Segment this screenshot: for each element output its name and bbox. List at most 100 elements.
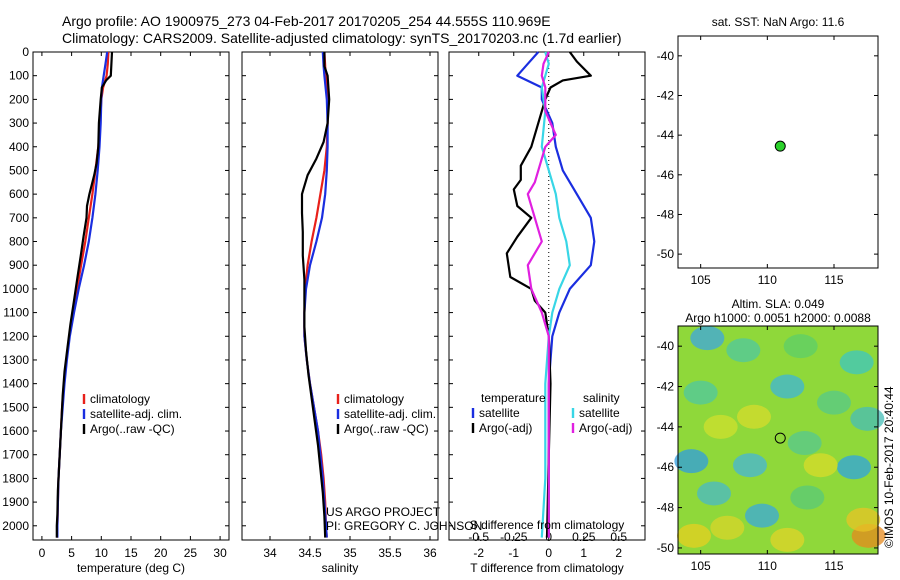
x-tick-label: 115 <box>824 559 843 573</box>
sla-blob <box>846 507 881 532</box>
y-tick-label: -50 <box>657 541 675 555</box>
y-tick-label: 400 <box>9 140 29 154</box>
pi-credit: PI: GREGORY C. JOHNSON <box>326 519 482 533</box>
legend-label: satellite <box>479 406 520 420</box>
map-subtitle: Argo h1000: 0.0051 h2000: 0.0088 <box>685 311 871 325</box>
x-tick-label: 20 <box>154 546 168 560</box>
y-tick-label: -48 <box>657 207 675 221</box>
y-tick-label: 200 <box>9 92 29 106</box>
x-tick-label: 5 <box>68 546 75 560</box>
plot-frame <box>241 51 439 541</box>
argo-position-marker <box>774 432 786 444</box>
y-tick-label: 100 <box>9 69 29 83</box>
x-tick-label: 35 <box>343 546 357 560</box>
sla-blob <box>677 523 711 548</box>
legend-label: climatology <box>90 392 150 406</box>
y-tick-label: 1100 <box>3 306 29 320</box>
x-tick-label: 34 <box>263 546 277 560</box>
legend-title-temperature: temperature <box>481 391 546 405</box>
legend-label: climatology <box>344 392 404 406</box>
sla-blob <box>733 453 767 478</box>
legend-label: satellite <box>579 406 620 420</box>
x-tick-label: 10 <box>95 546 109 560</box>
x-tick-label: 35.5 <box>378 546 402 560</box>
x-tick-label: -2 <box>473 546 484 560</box>
sla-blob <box>690 326 725 351</box>
y-tick-label: 500 <box>9 163 29 177</box>
y-tick-label: -44 <box>657 420 675 434</box>
x-tick-label-salinity: -0.25 <box>500 530 528 544</box>
series-line <box>526 51 557 538</box>
sla-blob <box>726 338 761 363</box>
x-tick-label: 110 <box>758 559 777 573</box>
y-tick-label: 800 <box>9 235 29 249</box>
sla-blob <box>697 481 731 506</box>
x-tick-label: 2 <box>615 546 622 560</box>
y-tick-label: 700 <box>9 211 29 225</box>
map-frame <box>677 325 879 555</box>
y-tick-label: 2000 <box>2 519 29 533</box>
y-tick-label: 900 <box>9 258 29 272</box>
map-background <box>678 36 878 268</box>
argo-position-marker <box>774 140 786 152</box>
x-tick-label: -1 <box>508 546 519 560</box>
y-tick-label: -46 <box>657 168 675 182</box>
y-tick-label: 300 <box>9 116 29 130</box>
sst-location-map: 105 110 115 -40 -42 -44 -46 -48 -50 sat. SST: NaN… <box>657 15 879 287</box>
y-tick-label: -48 <box>657 501 675 515</box>
sla-blob <box>783 334 818 359</box>
sla-blob <box>817 390 851 415</box>
x-tick-label: 34.5 <box>298 546 322 560</box>
sla-blob <box>839 350 874 375</box>
sla-blob <box>737 404 771 429</box>
y-tick-label: 1600 <box>2 424 29 438</box>
legend-label: satellite-adj. clim. <box>344 407 436 421</box>
legend-label: Argo(-adj) <box>579 421 632 435</box>
y-tick-label: 1400 <box>2 377 29 391</box>
y-tick-label: 1000 <box>2 282 29 296</box>
sla-blob <box>745 503 779 528</box>
y-tick-label: -44 <box>657 128 675 142</box>
y-tick-label: -42 <box>657 380 675 394</box>
sla-blob <box>770 374 805 399</box>
legend-label: Argo(..raw -QC) <box>90 422 175 436</box>
x-tick-label: 105 <box>691 559 711 573</box>
series-line <box>55 51 114 538</box>
temperature-plot: 0100200300400500600700800900100011001200… <box>2 45 230 575</box>
plot-frame <box>448 51 646 541</box>
legend-label: satellite-adj. clim. <box>90 407 182 421</box>
x-axis-label: temperature (deg C) <box>77 561 185 575</box>
x-tick-label: 115 <box>824 273 843 287</box>
sla-location-map: 105 110 115 -40 -42 -44 -46 -48 -50 Altim. SLA: 0… <box>657 297 886 573</box>
x-tick-label: 30 <box>213 546 227 560</box>
legend-title-salinity: salinity <box>583 391 620 405</box>
x-tick-label: 25 <box>184 546 198 560</box>
plot-frame <box>32 51 230 541</box>
sla-blob <box>710 515 745 540</box>
sla-blob <box>770 527 805 552</box>
x-tick-label-salinity: 0.5 <box>610 530 627 544</box>
y-tick-label: -42 <box>657 88 675 102</box>
y-tick-label: -50 <box>657 247 675 261</box>
y-tick-label: 0 <box>22 45 29 59</box>
x-tick-label: 0 <box>39 546 46 560</box>
project-credit: US ARGO PROJECT <box>326 505 441 519</box>
x-tick-label-salinity: -0.5 <box>468 530 489 544</box>
sla-blob <box>787 431 822 456</box>
sla-blob <box>850 406 885 431</box>
x-tick-label: 36 <box>423 546 437 560</box>
y-tick-label: 1200 <box>2 329 29 343</box>
sla-blob <box>683 380 718 405</box>
y-tick-label: 1700 <box>2 448 29 462</box>
y-tick-label: -40 <box>657 49 675 63</box>
x-tick-label-salinity: 0.25 <box>572 530 596 544</box>
legend-label: Argo(..raw -QC) <box>344 422 429 436</box>
salinity-plot: 34 34.5 35 35.5 36 salinity climatologysatelli… <box>241 51 439 575</box>
series-line <box>540 51 571 538</box>
x-tick-label: 1 <box>580 546 587 560</box>
map-title: Altim. SLA: 0.049 <box>732 297 825 311</box>
y-tick-label: 1800 <box>2 471 29 485</box>
imos-timestamp: ©IMOS 10-Feb-2017 20:40:44 <box>882 386 896 548</box>
